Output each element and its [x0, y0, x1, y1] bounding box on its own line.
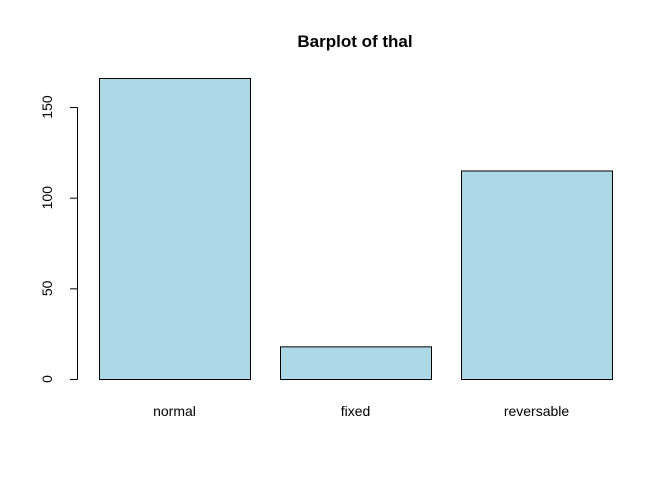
- y-axis: 0 50 100 150: [39, 95, 78, 383]
- category-label-normal: normal: [153, 403, 196, 419]
- bars-group: [99, 78, 613, 381]
- bar-normal: [99, 78, 251, 380]
- y-tick-label-150: 150: [39, 95, 55, 119]
- y-tick-label-50: 50: [39, 280, 55, 296]
- category-label-reversable: reversable: [504, 403, 570, 419]
- x-axis-labels: normal fixed reversable: [153, 403, 569, 419]
- category-label-fixed: fixed: [341, 403, 371, 419]
- y-tick-label-100: 100: [39, 186, 55, 210]
- bar-reversable: [461, 170, 613, 380]
- chart-title: Barplot of thal: [297, 32, 412, 51]
- y-tick-label-0: 0: [39, 375, 55, 383]
- bar-fixed: [280, 346, 432, 381]
